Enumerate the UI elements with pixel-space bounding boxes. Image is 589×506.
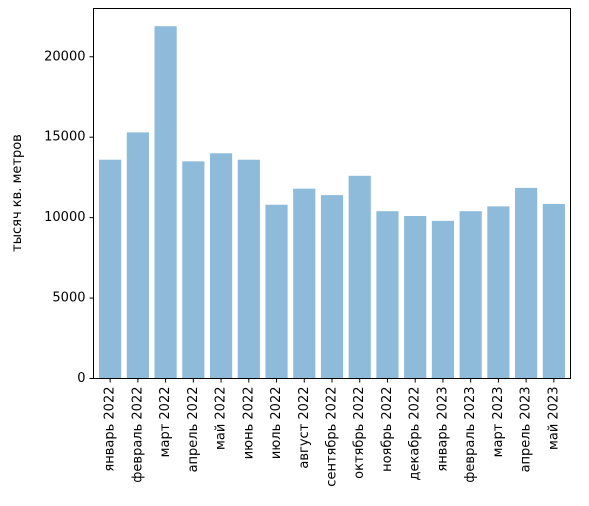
x-tick-label: май 2023 [546,387,561,450]
y-tick-label: 0 [77,371,85,386]
y-tick-label: 10000 [44,210,85,225]
x-tick-label: январь 2022 [103,387,118,472]
bar [487,206,510,379]
y-tick-label: 15000 [44,130,85,145]
y-tick-label: 5000 [52,291,85,306]
bar [99,159,122,379]
x-tick-label: май 2022 [214,387,229,450]
x-tick-label: январь 2023 [435,387,450,472]
bars-group [99,26,565,379]
y-axis-ticks: 0 5000 10000 15000 20000 [44,49,94,386]
x-tick-label: март 2022 [158,387,173,458]
y-axis-label: тысяч кв. метров [10,134,25,252]
bar [404,216,427,379]
x-tick-label: февраль 2023 [463,387,478,483]
bar [265,204,288,379]
x-tick-label: июнь 2022 [241,387,256,460]
bar [515,187,538,379]
bar [542,203,565,379]
bar [237,159,260,379]
x-tick-label: июль 2022 [269,387,284,460]
bar [459,211,482,379]
bar [154,26,177,379]
y-tick-label: 20000 [44,49,85,64]
x-tick-label: сентябрь 2022 [325,387,340,487]
x-tick-label: апрель 2023 [519,387,534,473]
bar [348,175,371,379]
x-tick-label: апрель 2022 [186,387,201,473]
bar [126,132,149,379]
bar [376,211,399,379]
x-tick-label: март 2023 [491,387,506,458]
x-tick-label: февраль 2022 [130,387,145,483]
x-tick-label: август 2022 [297,387,312,469]
bar [182,161,205,379]
x-tick-label: декабрь 2022 [408,387,423,481]
x-tick-label: октябрь 2022 [352,387,367,479]
x-tick-label: ноябрь 2022 [380,387,395,472]
plot-frame [93,8,571,379]
bar [209,153,233,379]
bar [431,220,455,379]
bar [320,195,344,379]
x-axis-ticks: январь 2022 февраль 2022 март 2022 апрель 2… [103,378,561,487]
bar [293,188,316,379]
